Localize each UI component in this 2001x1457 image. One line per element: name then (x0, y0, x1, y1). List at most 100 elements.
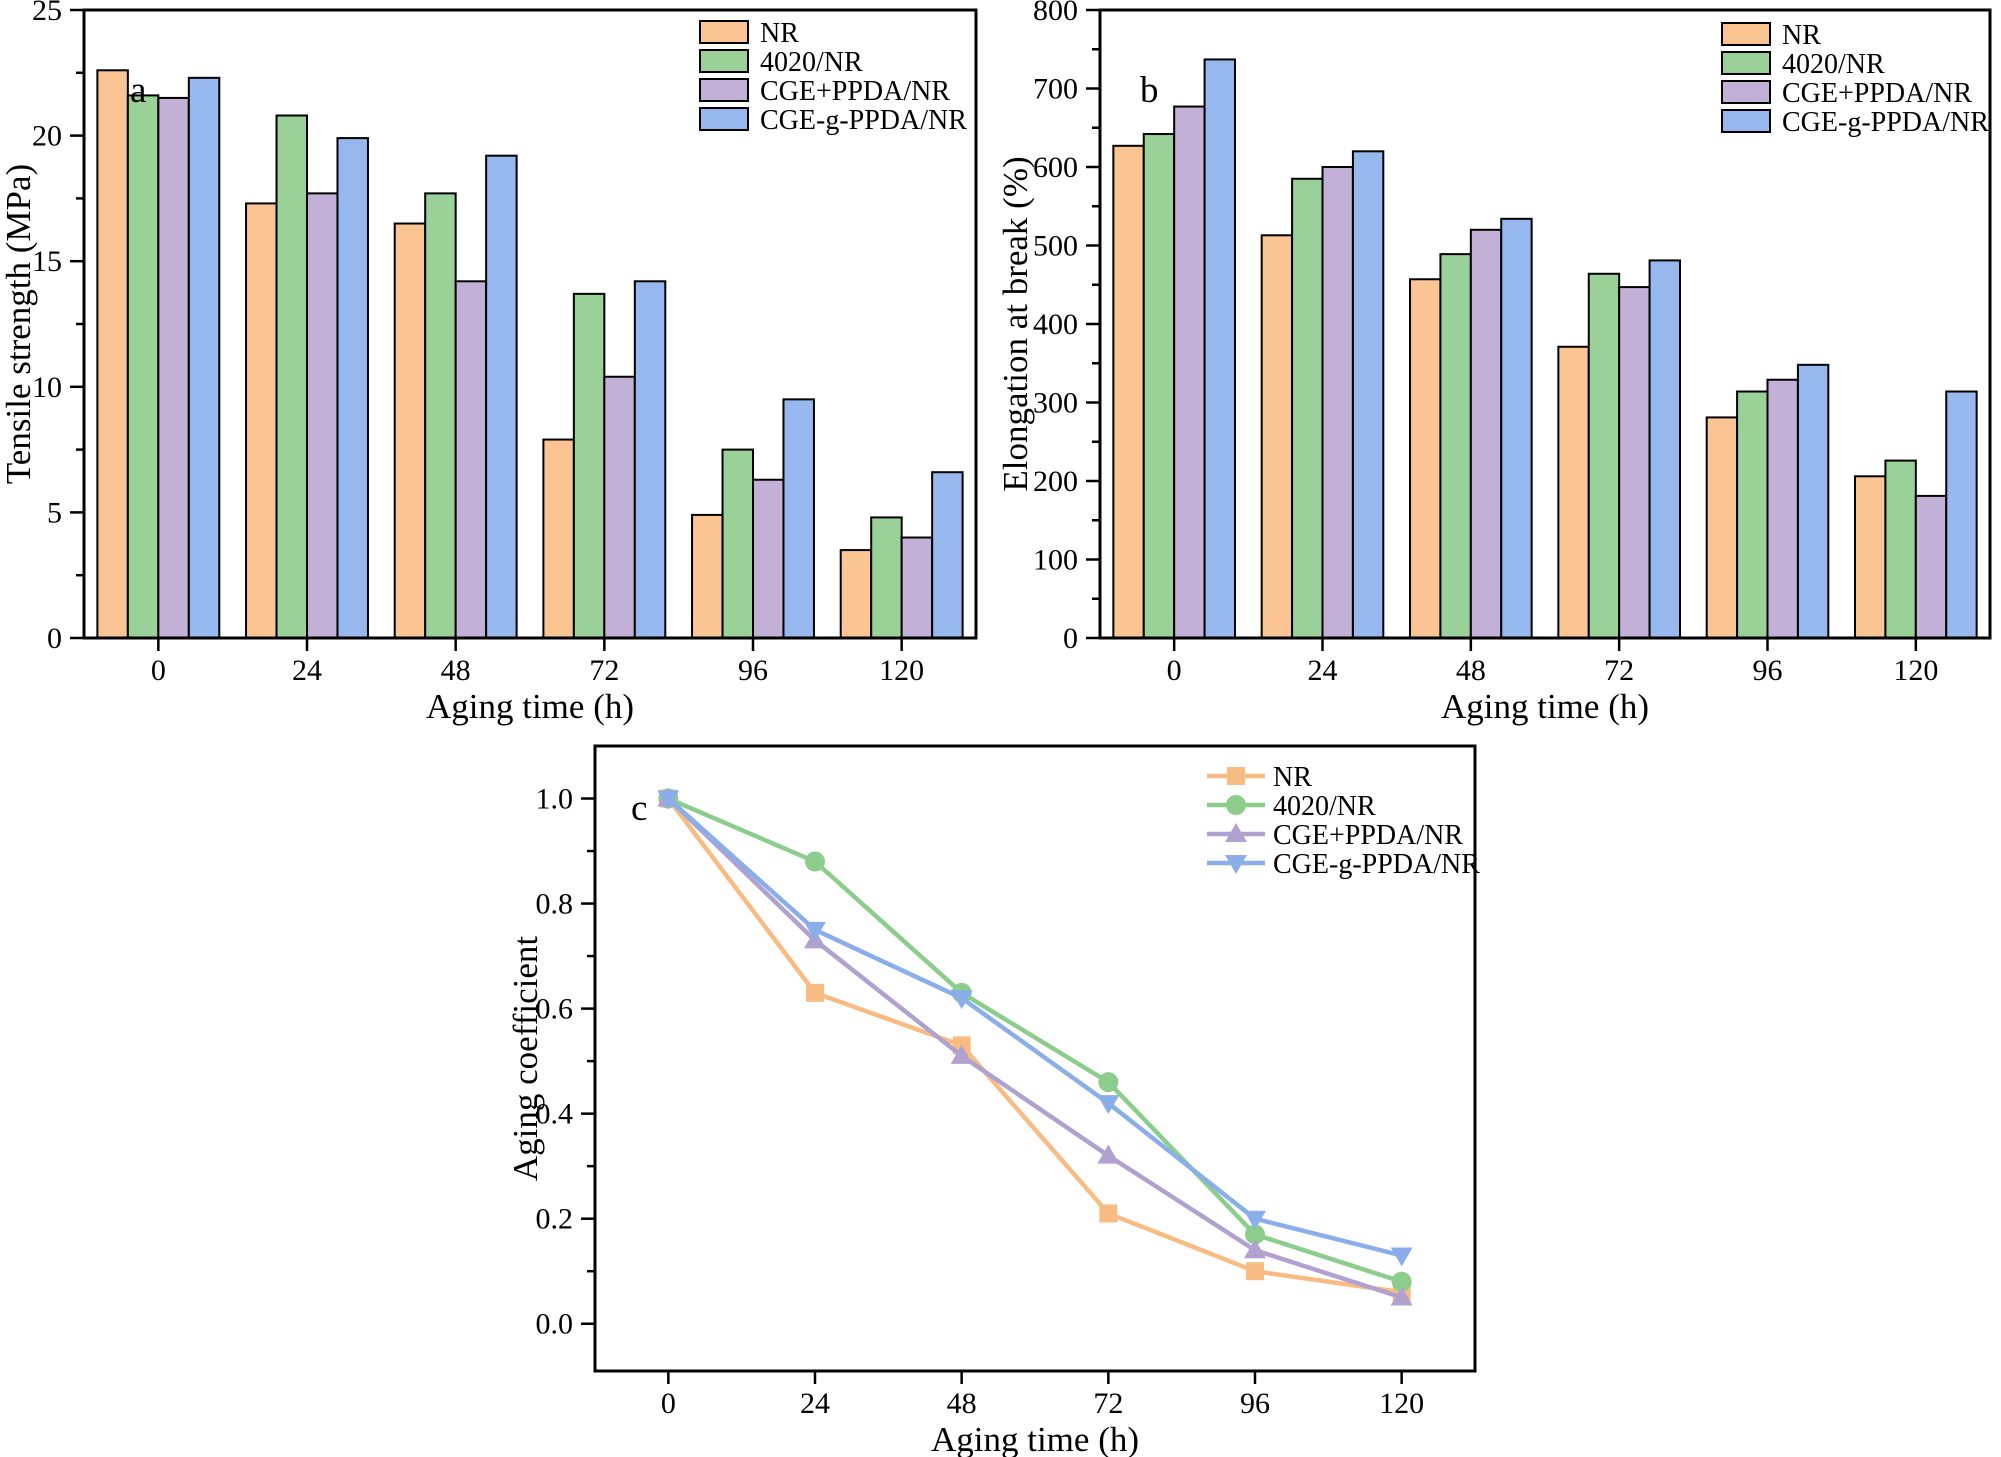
x-tick-label: 0 (1167, 654, 1182, 687)
triangle-up-marker (1390, 1286, 1413, 1306)
legend-label: NR (760, 18, 799, 49)
data-line (666, 796, 1404, 1258)
x-tick-label: 72 (1093, 1387, 1123, 1420)
bar (1884, 459, 1917, 639)
triangle-down-marker (1244, 1210, 1266, 1230)
triangle-down-marker (1225, 855, 1247, 874)
panel-c-plot-area (657, 787, 1413, 1306)
x-axis-title: Aging time (h) (1441, 687, 1649, 726)
bar (126, 94, 160, 639)
y-tick-label: 0 (1063, 622, 1078, 655)
bar (782, 398, 815, 639)
legend-swatch (699, 20, 749, 44)
bar (1469, 228, 1503, 640)
triangle-down-marker (1097, 1095, 1120, 1115)
legend-label: 4020/NR (760, 47, 863, 78)
square-marker (806, 983, 824, 1002)
bar (306, 192, 339, 639)
y-axis-title: Aging coefficient (506, 936, 545, 1182)
legend-label: CGE-g-PPDA/NR (760, 105, 967, 136)
y-tick-label: 0.2 (536, 1203, 574, 1236)
bar (485, 154, 518, 639)
data-line (666, 796, 1404, 1300)
x-axis-title: Aging time (h) (426, 687, 634, 726)
panel-b-plot-area (1112, 58, 1978, 640)
triangle-up-marker (1097, 1144, 1120, 1164)
legend-swatch (1721, 51, 1771, 75)
x-tick-label: 72 (1604, 654, 1634, 687)
x-tick-label: 120 (1379, 1387, 1424, 1420)
bar-series-4020/NR (1142, 133, 1917, 640)
bar (1142, 133, 1176, 639)
bar (1705, 416, 1739, 640)
legend-swatch (699, 107, 749, 131)
panel-letter: a (130, 70, 146, 111)
bar (1557, 345, 1590, 639)
legend-swatch (1721, 22, 1771, 46)
x-tick-label: 120 (1893, 654, 1938, 687)
bar (1796, 363, 1830, 639)
x-tick-label: 72 (589, 654, 619, 687)
bar (1409, 278, 1442, 639)
triangle-down-marker (657, 790, 680, 810)
bar-series-CGE+PPDA/NR (157, 96, 934, 640)
bar-series-CGE+PPDA/NR (1173, 105, 1948, 640)
panel-b-axes: 0 100 200 300 400 500 600 700 800 0 24 48 72 96 120 Agi… (996, 0, 1992, 726)
chart-panel-c-aging-coefficient: 0.0 0.2 0.4 0.6 0.8 1.0 0 24 48 72 96 120 Aging time… (506, 744, 1480, 1457)
bar (900, 536, 934, 640)
chart-panel-b-elongation: 0 100 200 300 400 500 600 700 800 0 24 48 72 96 120 Agi… (996, 0, 1992, 726)
plot-border (593, 744, 1477, 1373)
x-tick-label: 0 (151, 654, 166, 687)
bar (96, 69, 129, 639)
bar (1112, 144, 1145, 639)
triangle-down-marker (950, 990, 973, 1010)
x-axis-title: Aging time (h) (931, 1420, 1139, 1457)
x-tick-label: 0 (661, 1387, 676, 1420)
y-tick-label: 200 (1033, 465, 1078, 498)
triangle-down-marker (804, 921, 826, 941)
bar (633, 280, 667, 639)
bar (603, 375, 636, 639)
y-tick-label: 0 (47, 622, 62, 655)
bar (1500, 217, 1533, 639)
bar (424, 192, 457, 639)
y-tick-label: 700 (1033, 73, 1078, 106)
y-tick-label: 300 (1033, 387, 1078, 420)
x-tick-label: 24 (1308, 654, 1338, 687)
circle-marker (1245, 1224, 1265, 1245)
legend-label: CGE-g-PPDA/NR (1273, 849, 1480, 880)
bar (1766, 378, 1799, 639)
y-axis-title: Tensile strength (MPa) (0, 164, 38, 484)
bar (572, 292, 606, 639)
y-tick-label: 10 (32, 371, 62, 404)
bar (542, 438, 575, 639)
line-series-CGE-g-PPDA/NR (657, 790, 1413, 1267)
x-tick-label: 48 (1456, 654, 1486, 687)
bar (245, 202, 278, 639)
legend-label: NR (1273, 762, 1312, 793)
x-tick-label: 120 (879, 654, 924, 687)
bar (1914, 494, 1948, 640)
square-marker (1246, 1262, 1264, 1281)
panel-a-axes: 0 5 10 15 20 25 0 24 48 72 96 120 Aging time (h) Tens… (0, 0, 978, 726)
panel-a-plot-area (96, 69, 964, 640)
bar-series-NR (1112, 144, 1887, 640)
triangle-down-marker (1390, 1247, 1413, 1267)
bar (187, 76, 221, 640)
chart-panel-a-tensile-strength: 0 5 10 15 20 25 0 24 48 72 96 120 Aging time (h) Tens… (0, 0, 978, 726)
legend-swatch (1721, 109, 1771, 133)
y-tick-label: 5 (47, 496, 62, 529)
legend-label: CGE-g-PPDA/NR (1782, 107, 1989, 138)
y-tick-label: 800 (1033, 0, 1078, 27)
bar (393, 222, 427, 640)
bar-series-CGE-g-PPDA/NR (1203, 58, 1978, 640)
legend-swatch (699, 49, 749, 73)
bar (1945, 390, 1978, 640)
panel-letter: b (1140, 70, 1159, 111)
legend-swatch (699, 78, 749, 102)
bar (1351, 150, 1385, 640)
